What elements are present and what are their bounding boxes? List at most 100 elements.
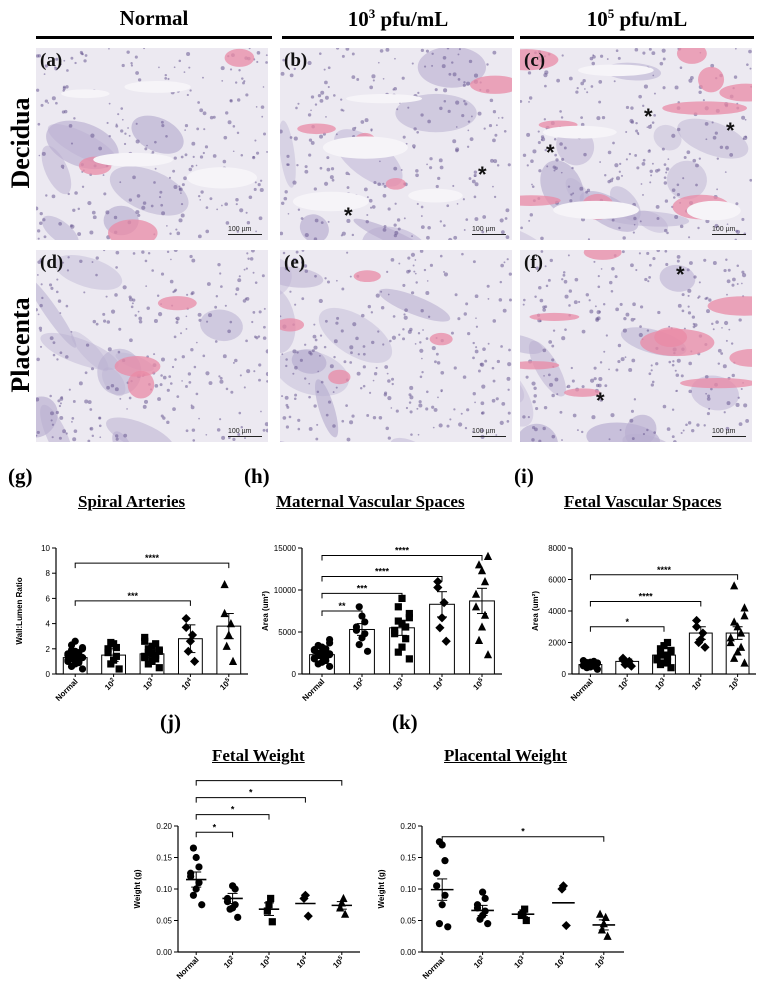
cell-nucleus — [378, 415, 383, 420]
cell-nucleus — [297, 418, 301, 422]
cell-nucleus — [168, 375, 172, 378]
cell-nucleus — [554, 377, 559, 382]
cell-nucleus — [579, 186, 584, 191]
cell-nucleus — [480, 362, 485, 367]
cell-nucleus — [257, 183, 261, 187]
tissue-region — [54, 254, 123, 290]
cell-nucleus — [232, 437, 236, 441]
x-tick-label: 103 — [141, 677, 156, 692]
cell-nucleus — [413, 270, 416, 273]
cell-nucleus — [455, 126, 458, 128]
cell-nucleus — [568, 304, 571, 307]
micrograph-b-image — [280, 48, 512, 240]
cell-nucleus — [184, 124, 189, 128]
data-point — [107, 638, 115, 647]
cell-nucleus — [130, 305, 134, 309]
cell-nucleus — [691, 428, 695, 433]
data-point — [195, 863, 203, 871]
data-point — [667, 664, 675, 672]
cell-nucleus — [491, 366, 495, 370]
cell-nucleus — [357, 353, 360, 356]
cell-nucleus — [122, 285, 127, 290]
cell-nucleus — [624, 356, 627, 359]
cell-nucleus — [487, 342, 490, 345]
cell-nucleus — [308, 427, 313, 431]
cell-nucleus — [323, 68, 326, 71]
cell-nucleus — [108, 48, 110, 50]
cell-nucleus — [595, 317, 599, 321]
cell-nucleus — [160, 374, 163, 377]
cell-nucleus — [664, 199, 669, 203]
blood-region — [469, 75, 512, 94]
cell-nucleus — [599, 54, 604, 58]
cell-nucleus — [457, 53, 460, 56]
cell-nucleus — [228, 436, 231, 440]
vessel-lumen — [408, 188, 463, 203]
cell-nucleus — [725, 339, 728, 342]
cell-nucleus — [138, 316, 143, 321]
cell-nucleus — [578, 300, 581, 304]
cell-nucleus — [265, 372, 268, 377]
scale-bar-label: 100 µm — [712, 226, 736, 233]
cell-nucleus — [55, 57, 59, 61]
cell-nucleus — [642, 432, 646, 436]
data-point — [519, 909, 527, 917]
cell-nucleus — [65, 85, 69, 89]
cell-nucleus — [129, 338, 133, 343]
y-tick-label: 0.00 — [400, 948, 416, 957]
cell-nucleus — [115, 266, 118, 269]
cell-nucleus — [364, 118, 369, 123]
cell-nucleus — [343, 360, 347, 364]
cell-nucleus — [680, 374, 684, 378]
cell-nucleus — [635, 121, 638, 125]
cell-nucleus — [253, 187, 257, 191]
cell-nucleus — [280, 71, 285, 76]
cell-nucleus — [648, 149, 651, 152]
cell-nucleus — [643, 84, 648, 89]
scale-bar: 100 µm — [228, 428, 262, 437]
panel-label-j: (j) — [160, 710, 181, 734]
cell-nucleus — [351, 75, 356, 79]
data-point — [223, 894, 232, 903]
cell-nucleus — [425, 407, 429, 411]
cell-nucleus — [744, 118, 747, 121]
significance-bracket — [195, 831, 234, 838]
cell-nucleus — [333, 94, 336, 97]
cell-nucleus — [84, 399, 89, 404]
cell-nucleus — [144, 147, 148, 151]
cell-nucleus — [505, 235, 510, 239]
cell-nucleus — [414, 272, 417, 275]
column-header-10-5: 105 pfu/mL — [520, 6, 754, 39]
cell-nucleus — [128, 295, 132, 299]
cell-nucleus — [589, 309, 594, 314]
cell-nucleus — [106, 121, 109, 124]
cell-nucleus — [674, 369, 677, 372]
cell-nucleus — [162, 416, 166, 420]
cell-nucleus — [218, 375, 221, 378]
cell-nucleus — [472, 260, 476, 264]
x-tick-label: 104 — [553, 955, 568, 970]
data-point — [355, 603, 363, 611]
cell-nucleus — [79, 259, 83, 264]
cell-nucleus — [688, 389, 692, 394]
data-point — [740, 658, 749, 667]
significance-label: **** — [395, 546, 410, 556]
cell-nucleus — [72, 208, 76, 212]
cell-nucleus — [355, 336, 359, 341]
blood-region — [654, 327, 688, 348]
cell-nucleus — [661, 147, 665, 151]
cell-nucleus — [473, 73, 479, 78]
cell-nucleus — [367, 304, 372, 309]
cell-nucleus — [180, 155, 184, 159]
cell-nucleus — [62, 89, 66, 92]
cell-nucleus — [615, 368, 619, 372]
significance-label: ** — [338, 601, 346, 611]
cell-nucleus — [304, 165, 308, 169]
cell-nucleus — [653, 92, 656, 95]
cell-nucleus — [164, 77, 168, 80]
cell-nucleus — [340, 234, 343, 237]
cell-nucleus — [393, 223, 397, 227]
cell-nucleus — [325, 116, 327, 118]
cell-nucleus — [225, 387, 229, 391]
